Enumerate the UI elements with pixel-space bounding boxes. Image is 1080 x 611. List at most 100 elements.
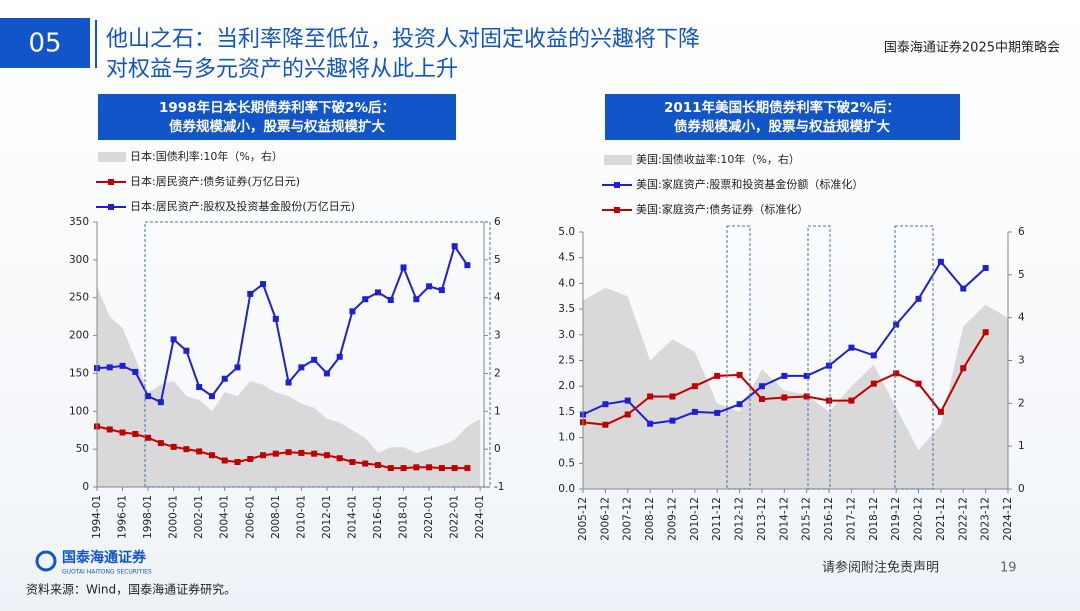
x-tick-label: 2014-01 [346,495,358,539]
legend-label: 美国:家庭资产:股票和投资基金份额（标准化） [636,177,863,191]
y2-tick-label: 5 [1018,269,1025,281]
page-number: 19 [1000,561,1017,576]
x-tick-label: 1994-01 [91,495,103,539]
point-marker [285,449,292,456]
x-tick-label: 2016-12 [823,497,835,541]
y-tick-label: 50 [76,443,89,455]
x-tick-label: 2020-01 [423,495,435,539]
point-marker [982,329,989,336]
y2-tick-label: -1 [494,481,504,493]
point-marker [336,455,343,462]
y2-tick-label: 1 [494,405,501,417]
x-tick-label: 2006-01 [244,495,256,539]
point-marker [323,370,330,377]
point-marker [298,364,305,371]
point-marker [234,364,241,371]
point-marker [451,465,458,472]
y2-tick-label: 6 [494,216,501,228]
point-marker [183,446,190,453]
x-tick-label: 2002-01 [193,495,205,539]
point-marker [374,289,381,296]
legend-label: 日本:国债利率:10年（%，右） [130,149,283,163]
point-marker [915,380,922,387]
point-marker [870,352,877,359]
legend-label: 日本:居民资产:债务证券(万亿日元) [130,174,300,188]
logo-mark [35,550,57,572]
title-line: 他山之石：当利率降至低位，投资人对固定收益的兴趣将下降 [106,27,700,52]
y-tick-label: 350 [69,216,89,228]
point-marker [311,450,318,457]
point-marker [387,296,394,303]
x-tick-label: 1996-01 [117,495,129,539]
point-marker [374,462,381,469]
y-tick-label: 4.0 [558,277,575,289]
x-tick-label: 2013-12 [756,497,768,541]
point-marker [413,296,420,303]
y-tick-label: 0.5 [558,457,575,469]
point-marker [247,290,254,297]
x-tick-label: 2007-12 [622,497,634,541]
chart-title: 债券规模减小，股票与权益规模扩大 [674,118,890,135]
point-marker [132,431,139,437]
point-marker [960,365,967,372]
point-marker [915,295,922,302]
point-marker [451,243,458,250]
y2-tick-label: 1 [1018,440,1025,452]
x-tick-label: 2011-12 [711,497,723,541]
y-tick-label: 4.5 [558,252,575,264]
y2-tick-label: 2 [494,367,501,379]
legend-swatch [614,182,620,188]
logo-text: 国泰海通证券 [62,549,147,566]
legend-swatch [604,155,632,165]
x-tick-label: 2014-12 [778,497,790,541]
x-tick-label: 2017-12 [845,497,857,541]
x-tick-label: 2000-01 [168,495,180,539]
point-marker [272,450,279,457]
point-marker [624,397,631,404]
point-marker [285,379,292,386]
x-tick-label: 2008-01 [270,495,282,539]
x-tick-label: 2016-01 [372,495,384,539]
point-marker [157,440,164,447]
y-tick-label: 300 [69,254,89,266]
chart-title: 债券规模减小，股票与权益规模扩大 [169,118,385,135]
point-marker [669,417,676,424]
legend-swatch [108,179,114,185]
legend-label: 美国:国债收益率:10年（%，右） [636,152,800,166]
period-box [894,225,934,490]
point-marker [624,411,631,418]
point-marker [982,264,989,271]
point-marker [691,383,698,390]
point-marker [602,421,609,428]
period-box [726,225,751,490]
point-marker [145,434,152,441]
x-tick-label: 2015-12 [801,497,813,541]
point-marker [119,429,126,436]
point-marker [157,399,164,406]
point-marker [803,372,810,379]
legend-label: 日本:居民资产:股权及投资基金股份(万亿日元) [130,199,355,213]
chart-title: 2011年美国长期债券利率下破2%后： [664,99,900,116]
point-marker [196,448,203,455]
point-marker [221,375,228,382]
y-tick-label: 2.5 [558,355,575,367]
y2-tick-label: 4 [1018,312,1025,324]
y-tick-label: 2.0 [558,380,575,392]
x-tick-label: 2024-01 [474,495,486,539]
point-marker [426,464,433,471]
point-marker [349,308,356,315]
section-number: 05 [28,29,61,59]
point-marker [464,465,471,472]
x-tick-label: 2022-12 [957,497,969,541]
point-marker [400,264,407,271]
y2-tick-label: 3 [494,330,501,342]
point-marker [170,336,177,343]
point-marker [848,397,855,404]
point-marker [438,465,445,472]
point-marker [691,408,698,415]
legend-swatch [614,207,620,213]
point-marker [426,283,433,290]
point-marker [602,401,609,408]
point-marker [208,452,215,459]
